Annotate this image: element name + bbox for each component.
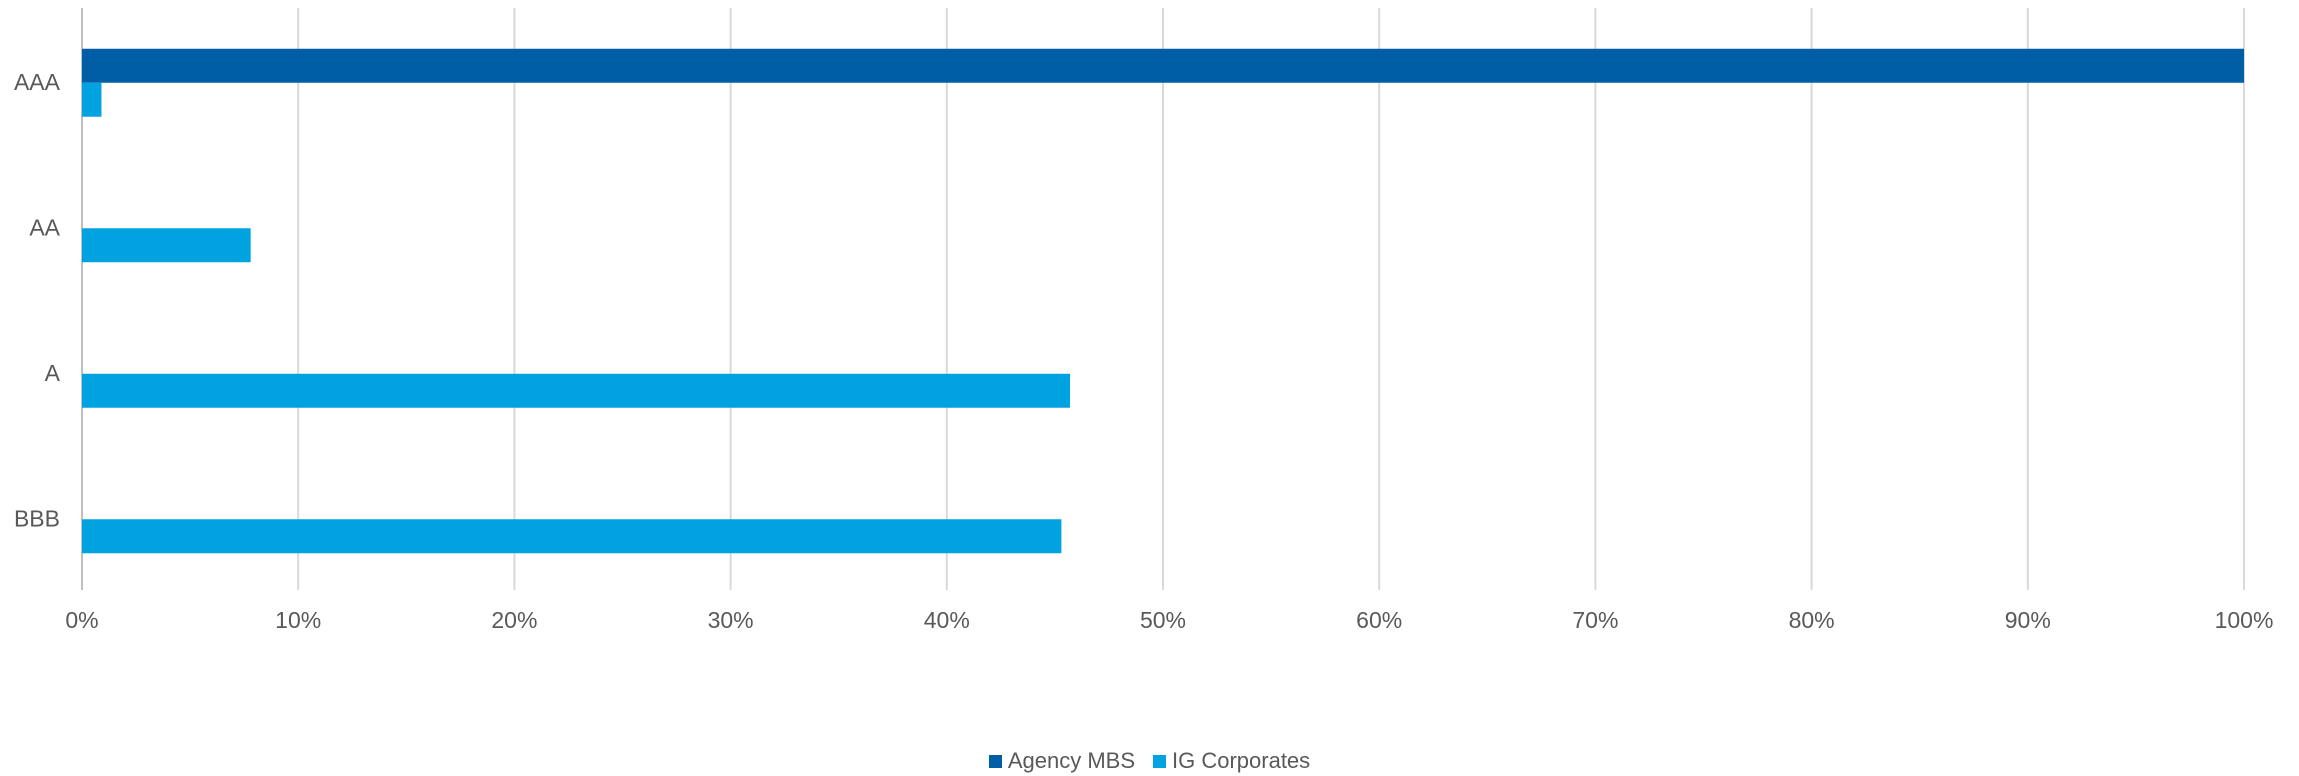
- y-tick-label: AAA: [14, 69, 61, 95]
- x-tick-label: 90%: [2005, 607, 2051, 633]
- x-tick-label: 70%: [1572, 607, 1618, 633]
- y-tick-label: A: [45, 360, 61, 386]
- x-tick-label: 40%: [924, 607, 970, 633]
- legend-item-ig-corporates: IG Corporates: [1153, 748, 1310, 774]
- legend-swatch-ig-corporates: [1153, 754, 1166, 768]
- y-tick-label: AA: [29, 214, 60, 240]
- x-tick-label: 20%: [491, 607, 537, 633]
- bar: [82, 519, 1062, 554]
- x-tick-label: 50%: [1140, 607, 1186, 633]
- y-tick-label: BBB: [14, 505, 60, 531]
- legend: Agency MBS IG Corporates: [0, 748, 2299, 774]
- x-tick-label: 80%: [1789, 607, 1835, 633]
- x-tick-label: 10%: [275, 607, 321, 633]
- x-tick-label: 30%: [708, 607, 754, 633]
- legend-item-agency-mbs: Agency MBS: [988, 748, 1135, 774]
- bars: [82, 48, 2244, 554]
- bar: [82, 228, 251, 263]
- x-tick-label: 60%: [1356, 607, 1402, 633]
- bar: [82, 373, 1071, 408]
- legend-swatch-agency-mbs: [988, 754, 1002, 768]
- x-axis-tick-labels: 0% 10% 20% 30% 40% 50% 60% 70% 80% 90% 100%: [65, 607, 2273, 633]
- bar: [82, 82, 102, 117]
- gridlines: [81, 8, 2245, 590]
- x-tick-label: 0%: [65, 607, 98, 633]
- legend-label-agency-mbs: Agency MBS: [1007, 748, 1135, 773]
- bar: [82, 48, 2244, 83]
- legend-label-ig-corporates: IG Corporates: [1172, 748, 1311, 773]
- x-tick-label: 100%: [2215, 607, 2274, 633]
